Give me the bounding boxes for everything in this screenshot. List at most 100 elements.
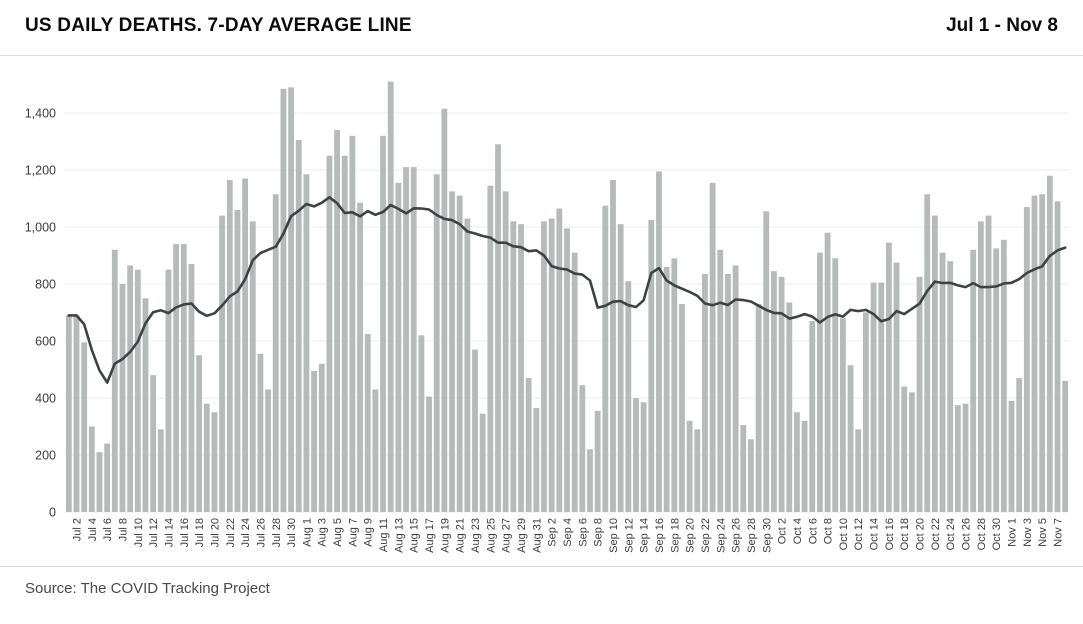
- x-axis-tick-label: Jul 22: [225, 518, 237, 547]
- daily-deaths-bar: [456, 195, 463, 512]
- daily-deaths-bar: [349, 135, 356, 513]
- daily-deaths-bar: [180, 244, 187, 512]
- daily-deaths-bar: [1016, 378, 1023, 512]
- daily-deaths-bar: [119, 284, 126, 512]
- x-axis-tick-label: Oct 18: [899, 518, 911, 550]
- daily-deaths-bar: [717, 249, 724, 513]
- y-axis-tick-label: 200: [35, 449, 56, 463]
- daily-deaths-bar: [954, 405, 961, 513]
- daily-deaths-bar: [533, 407, 540, 512]
- daily-deaths-bar: [709, 182, 716, 512]
- x-axis-tick-label: Oct 10: [838, 518, 850, 550]
- x-axis-tick-label: Sep 14: [639, 518, 651, 553]
- daily-deaths-bar: [832, 258, 839, 512]
- daily-deaths-bar: [242, 178, 249, 513]
- daily-deaths-bar: [104, 443, 111, 512]
- daily-deaths-bar: [977, 221, 984, 513]
- daily-deaths-bar: [73, 315, 80, 512]
- daily-deaths-bar: [380, 135, 386, 513]
- y-axis-tick-label: 1,000: [25, 221, 56, 235]
- daily-deaths-bar: [364, 333, 371, 513]
- x-axis-tick-label: Aug 9: [363, 518, 375, 547]
- x-axis-tick-label: Sep 26: [731, 518, 743, 553]
- daily-deaths-bar: [694, 429, 701, 512]
- daily-deaths-bar: [878, 282, 885, 512]
- daily-deaths-bar: [334, 130, 340, 512]
- daily-deaths-bar: [357, 202, 363, 512]
- x-axis-tick-label: Jul 6: [102, 518, 114, 541]
- daily-deaths-bar: [495, 144, 501, 512]
- daily-deaths-bar: [962, 403, 969, 512]
- daily-deaths-bar: [372, 389, 379, 512]
- x-axis-tick-label: Oct 28: [976, 518, 988, 550]
- x-axis-tick-label: Jul 2: [72, 518, 84, 541]
- x-axis-tick-label: Aug 27: [501, 518, 513, 553]
- daily-deaths-bar: [908, 392, 915, 512]
- daily-deaths-bar: [142, 298, 149, 512]
- daily-deaths-bar: [801, 420, 808, 512]
- daily-deaths-bar: [157, 429, 164, 512]
- x-axis-tick-label: Sep 8: [593, 518, 605, 547]
- y-axis-tick-label: 800: [35, 278, 56, 292]
- daily-deaths-bar: [134, 269, 141, 512]
- daily-deaths-bar: [840, 318, 846, 512]
- daily-deaths-bar: [326, 155, 333, 512]
- daily-deaths-bar: [288, 87, 294, 512]
- daily-deaths-bar: [510, 221, 517, 513]
- daily-deaths-bar: [1023, 207, 1030, 513]
- daily-deaths-bar: [418, 335, 425, 512]
- daily-deaths-bar: [794, 412, 800, 512]
- daily-deaths-bar: [280, 88, 287, 512]
- daily-deaths-bar: [610, 179, 616, 513]
- daily-deaths-bar: [433, 174, 440, 512]
- x-axis-tick-label: Oct 2: [777, 518, 789, 544]
- daily-deaths-bar: [502, 191, 509, 513]
- x-axis-tick-label: Sep 22: [700, 518, 712, 553]
- x-axis-tick-label: Jul 16: [179, 518, 191, 547]
- daily-deaths-bar: [303, 174, 310, 512]
- daily-deaths-bar: [1000, 239, 1007, 512]
- daily-deaths-bar: [548, 218, 555, 512]
- daily-deaths-bar: [556, 208, 563, 513]
- daily-deaths-bar: [633, 398, 639, 512]
- daily-deaths-bar: [441, 108, 448, 512]
- x-axis-tick-label: Jul 4: [87, 518, 99, 541]
- x-axis-tick-label: Sep 12: [623, 518, 635, 553]
- daily-deaths-bar: [165, 269, 172, 512]
- x-axis-tick-label: Oct 22: [930, 518, 942, 550]
- x-axis-tick-label: Aug 17: [424, 518, 436, 553]
- seven-day-average-line: [67, 196, 1067, 384]
- daily-deaths-bar: [924, 194, 931, 513]
- x-axis-tick-label: Jul 14: [164, 518, 176, 547]
- daily-deaths-bar: [449, 191, 455, 513]
- daily-deaths-bar: [1062, 380, 1069, 512]
- daily-deaths-bar: [226, 179, 233, 513]
- x-axis-tick-label: Oct 4: [792, 518, 804, 544]
- daily-deaths-bar: [487, 185, 494, 512]
- date-range-label: Jul 1 - Nov 8: [946, 15, 1058, 36]
- daily-deaths-bar: [234, 209, 241, 512]
- daily-deaths-bar: [88, 426, 95, 512]
- daily-deaths-bar: [318, 363, 325, 512]
- source-attribution: Source: The COVID Tracking Project: [25, 580, 270, 597]
- daily-deaths-bar: [931, 215, 938, 512]
- daily-deaths-bar: [395, 182, 402, 512]
- daily-deaths-bar: [679, 303, 685, 512]
- x-axis-tick-label: Aug 1: [301, 518, 313, 547]
- daily-deaths-bar: [786, 302, 793, 512]
- daily-deaths-bar: [211, 412, 218, 512]
- daily-deaths-bar: [188, 264, 195, 512]
- daily-deaths-bar: [341, 155, 348, 512]
- x-axis-tick-label: Jul 12: [148, 518, 160, 547]
- daily-deaths-bar: [870, 282, 877, 512]
- daily-deaths-bar: [916, 276, 923, 513]
- x-axis-tick-label: Nov 3: [1022, 518, 1034, 547]
- daily-deaths-bar: [947, 261, 954, 512]
- x-axis-tick-label: Jul 28: [271, 518, 283, 547]
- daily-deaths-bar: [885, 242, 892, 512]
- daily-deaths-bar: [173, 244, 180, 512]
- x-axis-tick-label: Oct 6: [807, 518, 819, 544]
- x-axis-tick-label: Oct 14: [869, 518, 881, 550]
- x-axis-tick-label: Oct 26: [961, 518, 973, 550]
- x-axis-tick-label: Nov 1: [1007, 518, 1019, 547]
